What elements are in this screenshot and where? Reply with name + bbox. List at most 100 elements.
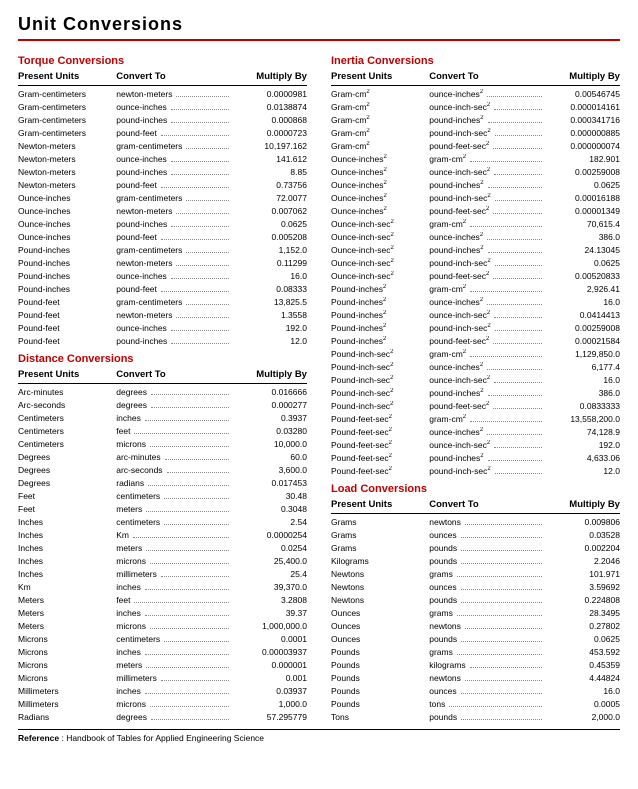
col-header: Convert To [116,369,232,380]
table-row: Pound-feet-sec2pound-inches24,633.06 [331,451,620,464]
table-row: Pound-inches2pound-inch-sec20.00259008 [331,321,620,334]
table-row: Pound-inch-sec2ounce-inches26,177.4 [331,360,620,373]
table-row: Gram-centimeterspound-inches0.000868 [18,113,307,126]
cell-convert: ounces [429,582,545,592]
cell-convert: newtons [429,517,545,527]
table-row: Centimetersmicrons10,000.0 [18,437,307,450]
cell-convert: inches [116,413,232,423]
cell-present: Pound-inches [18,284,116,294]
cell-present: Newton-meters [18,180,116,190]
col-header: Present Units [331,71,429,82]
cell-multiply: 24.13045 [545,245,620,255]
cell-convert: newtons [429,673,545,683]
table-row: Centimetersfeet0.03280 [18,424,307,437]
cell-convert: pounds [429,595,545,605]
cell-present: Microns [18,660,116,670]
table-row: Kilogramspounds2.2046 [331,554,620,567]
table-row: Gram-cm2pound-inches20.000341716 [331,113,620,126]
cell-present: Gram-cm2 [331,128,429,138]
col-header: Convert To [429,499,545,510]
table-row: Kminches39,370.0 [18,580,307,593]
cell-convert: centimeters [116,634,232,644]
table-row: Gramspounds0.002204 [331,541,620,554]
cell-convert: pound-inches2 [429,180,545,190]
table-row: Pound-inch-sec2ounce-inch-sec216.0 [331,373,620,386]
cell-convert: inches [116,582,232,592]
cell-convert: pound-feet [116,128,232,138]
table-row: Arc-minutesdegrees0.016666 [18,385,307,398]
cell-present: Ounce-inches2 [331,180,429,190]
cell-multiply: 13,558,200.0 [545,414,620,424]
cell-multiply: 0.00021584 [545,336,620,346]
cell-convert: feet [116,595,232,605]
table-header: Present UnitsConvert ToMultiply By [18,69,307,86]
cell-present: Millimeters [18,699,116,709]
cell-convert: inches [116,686,232,696]
cell-multiply: 0.73756 [232,180,307,190]
cell-present: Radians [18,712,116,722]
cell-convert: gram-centimeters [116,245,232,255]
cell-present: Pound-feet [18,297,116,307]
cell-present: Pounds [331,660,429,670]
cell-present: Meters [18,595,116,605]
cell-present: Newtons [331,582,429,592]
cell-convert: pound-feet [116,232,232,242]
cell-multiply: 16.0 [545,375,620,385]
table-row: Inchesmeters0.0254 [18,541,307,554]
cell-multiply: 3.2808 [232,595,307,605]
table-row: Newton-meterspound-inches8.85 [18,165,307,178]
table-row: Tonspounds2,000.0 [331,710,620,723]
col-header: Present Units [18,369,116,380]
cell-convert: degrees [116,712,232,722]
cell-convert: microns [116,439,232,449]
table-row: Micronsmillimeters0.001 [18,671,307,684]
cell-convert: ounce-inches [116,102,232,112]
cell-multiply: 16.0 [545,297,620,307]
cell-multiply: 0.0625 [232,219,307,229]
cell-multiply: 0.016666 [232,387,307,397]
table-row: Pound-feetounce-inches192.0 [18,321,307,334]
table-row: Pound-inch-sec2pound-inches2386.0 [331,386,620,399]
cell-convert: gram-centimeters [116,141,232,151]
table-row: Gram-cm2ounce-inches20.00546745 [331,87,620,100]
cell-convert: microns [116,556,232,566]
table-row: Poundsgrams453.592 [331,645,620,658]
cell-convert: pound-feet-sec2 [429,401,545,411]
cell-multiply: 25.4 [232,569,307,579]
cell-convert: pound-feet [116,180,232,190]
table-row: Centimetersinches0.3937 [18,411,307,424]
table-row: Ounce-inches2pound-inches20.0625 [331,178,620,191]
cell-convert: newton-meters [116,89,232,99]
cell-present: Degrees [18,478,116,488]
table-row: Pound-inches2ounce-inches216.0 [331,295,620,308]
cell-present: Grams [331,543,429,553]
cell-multiply: 3,600.0 [232,465,307,475]
cell-multiply: 39,370.0 [232,582,307,592]
table-row: Pound-feetgram-centimeters13,825.5 [18,295,307,308]
cell-convert: pound-inches [116,115,232,125]
cell-multiply: 0.000341716 [545,115,620,125]
section-title: Load Conversions [331,483,620,495]
cell-multiply: 10,197.162 [232,141,307,151]
cell-present: Pounds [331,699,429,709]
table-row: Pound-feetnewton-meters1.3558 [18,308,307,321]
cell-multiply: 72.0077 [232,193,307,203]
cell-multiply: 192.0 [232,323,307,333]
table-row: Gram-cm2pound-feet-sec20.000000074 [331,139,620,152]
table-row: Gram-centimetersnewton-meters0.0000981 [18,87,307,100]
cell-convert: pounds [429,712,545,722]
cell-present: Meters [18,621,116,631]
cell-convert: newton-meters [116,310,232,320]
table-row: Ounce-inches2gram-cm2182.901 [331,152,620,165]
col-header: Multiply By [232,369,307,380]
cell-convert: degrees [116,387,232,397]
cell-convert: degrees [116,400,232,410]
cell-present: Newton-meters [18,167,116,177]
table-row: Ounce-inch-sec2pound-feet-sec20.00520833 [331,269,620,282]
cell-multiply: 1.3558 [232,310,307,320]
cell-multiply: 0.000014161 [545,102,620,112]
cell-multiply: 25,400.0 [232,556,307,566]
cell-convert: ounce-inches [116,271,232,281]
cell-convert: gram-cm2 [429,284,545,294]
cell-present: Centimeters [18,439,116,449]
